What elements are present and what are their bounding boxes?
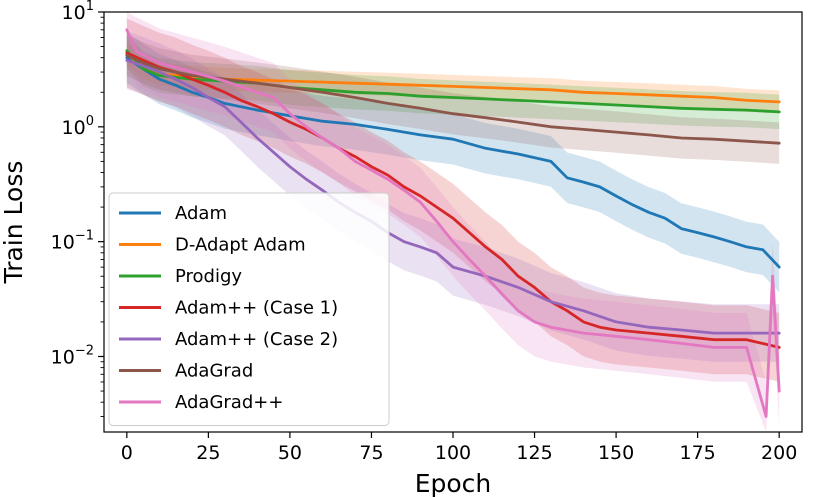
x-tick-label: 150 <box>598 442 634 464</box>
legend-box <box>108 192 390 426</box>
band-series-1 <box>126 42 780 114</box>
line-series-6 <box>125 28 781 418</box>
x-axis-title: Epoch <box>415 469 492 497</box>
x-tick-label: 75 <box>359 442 383 464</box>
x-tick-label: 125 <box>516 442 552 464</box>
x-tick-label: 25 <box>196 442 220 464</box>
legend-label: Prodigy <box>175 266 242 287</box>
x-axis: 0 25 50 75 100 125 150 175 200 <box>121 432 797 464</box>
legend-label: Adam++ (Case 2) <box>175 329 338 350</box>
band-series-0 <box>126 32 780 293</box>
y-tick-label: 101 <box>62 0 94 24</box>
legend-label: AdaGrad++ <box>175 392 283 413</box>
x-tick-label: 0 <box>121 442 133 464</box>
y-tick-label: 10−1 <box>51 229 94 254</box>
x-tick-label: 50 <box>278 442 302 464</box>
line-series-2 <box>125 49 781 114</box>
legend-label: Adam++ (Case 1) <box>175 298 338 319</box>
x-tick-label: 175 <box>679 442 715 464</box>
line-series-3 <box>125 51 781 349</box>
legend: Adam D-Adapt Adam Prodigy Adam++ (Case 1) Ad… <box>108 192 390 426</box>
y-tick-label: 100 <box>62 114 94 139</box>
x-tick-label: 100 <box>435 442 471 464</box>
band-series-3 <box>126 18 780 382</box>
y-tick-label: 10−2 <box>51 343 94 368</box>
y-axis-title: Train Loss <box>0 161 28 285</box>
band-series-4 <box>126 31 780 362</box>
legend-label: AdaGrad <box>175 361 253 382</box>
legend-label: Adam <box>175 203 227 224</box>
legend-label: D-Adapt Adam <box>175 235 306 256</box>
x-tick-label: 200 <box>761 442 797 464</box>
y-axis: 101 100 10−1 10−2 <box>51 0 104 417</box>
